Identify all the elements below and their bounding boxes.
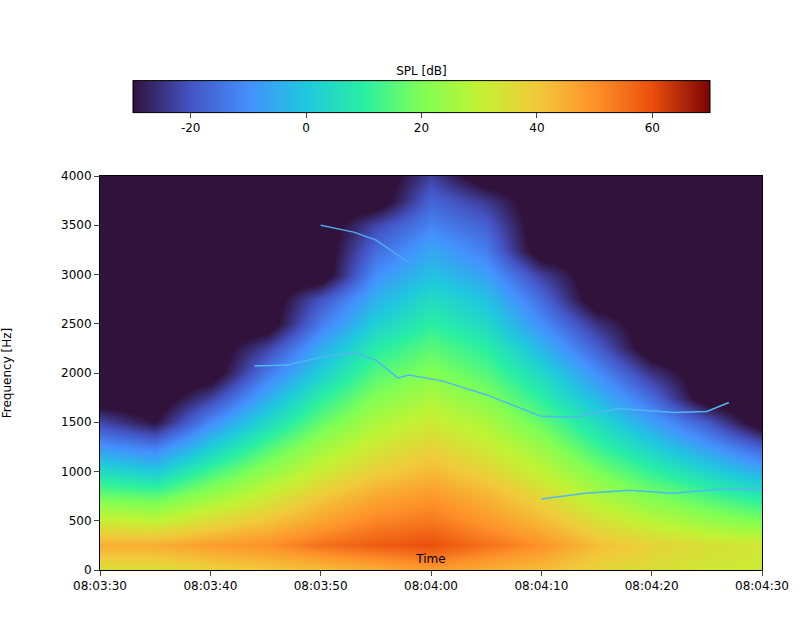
svg-text:08:04:10: 08:04:10 — [514, 579, 568, 593]
svg-text:08:04:00: 08:04:00 — [404, 579, 458, 593]
svg-text:500: 500 — [69, 514, 92, 528]
svg-text:4000: 4000 — [61, 169, 92, 183]
svg-text:20: 20 — [414, 121, 429, 135]
svg-text:1500: 1500 — [61, 415, 92, 429]
svg-text:08:04:30: 08:04:30 — [735, 579, 789, 593]
svg-text:40: 40 — [529, 121, 544, 135]
svg-text:60: 60 — [645, 121, 660, 135]
svg-text:08:03:50: 08:03:50 — [294, 579, 348, 593]
svg-text:-20: -20 — [181, 121, 201, 135]
svg-text:3500: 3500 — [61, 218, 92, 232]
svg-text:2000: 2000 — [61, 366, 92, 380]
svg-text:1000: 1000 — [61, 465, 92, 479]
svg-text:SPL [dB]: SPL [dB] — [396, 64, 447, 78]
svg-text:08:03:30: 08:03:30 — [73, 579, 127, 593]
svg-text:3000: 3000 — [61, 268, 92, 282]
svg-text:Time: Time — [415, 552, 445, 566]
svg-text:2500: 2500 — [61, 317, 92, 331]
svg-text:0: 0 — [84, 563, 92, 577]
svg-text:0: 0 — [302, 121, 310, 135]
svg-text:08:03:40: 08:03:40 — [183, 579, 237, 593]
svg-text:Frequency [Hz]: Frequency [Hz] — [0, 328, 14, 419]
svg-text:08:04:20: 08:04:20 — [625, 579, 679, 593]
